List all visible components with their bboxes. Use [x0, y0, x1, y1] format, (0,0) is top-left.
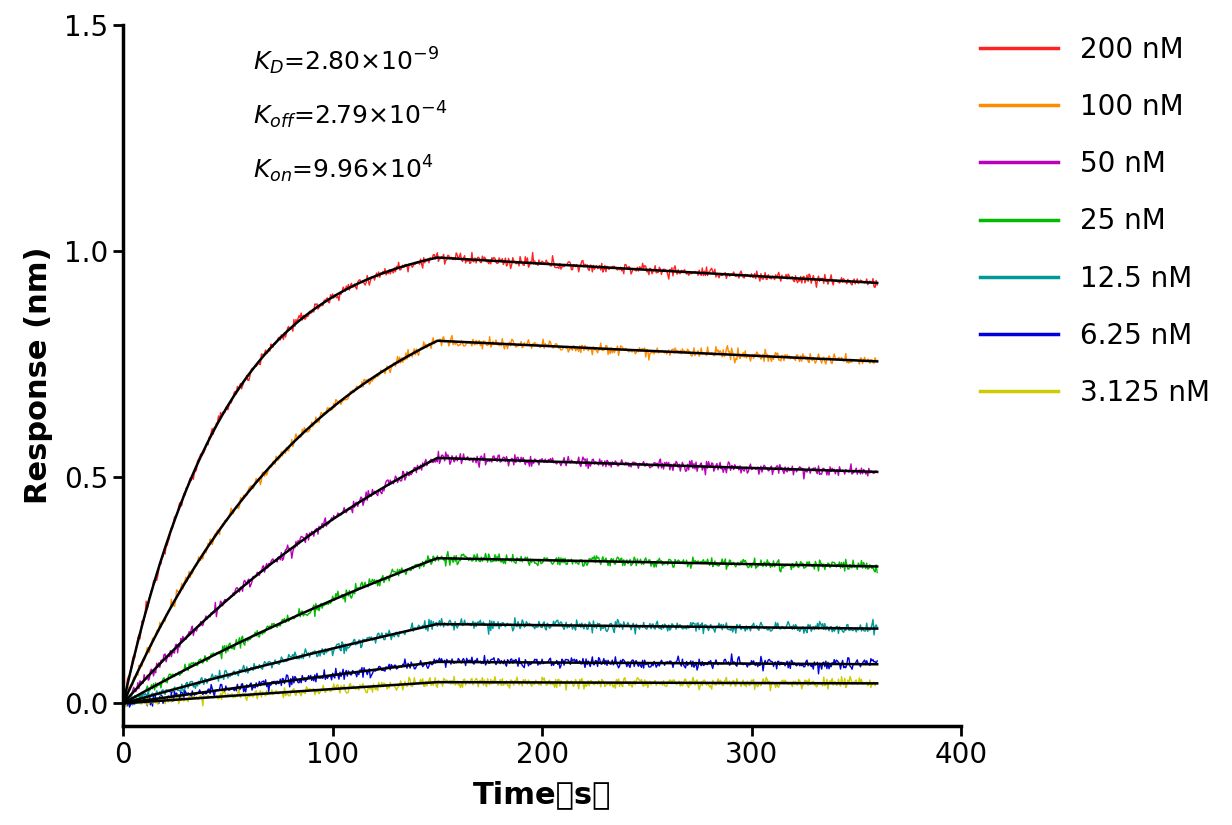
Legend: 200 nM, 100 nM, 50 nM, 25 nM, 12.5 nM, 6.25 nM, 3.125 nM: 200 nM, 100 nM, 50 nM, 25 nM, 12.5 nM, 6…	[970, 25, 1222, 418]
X-axis label: Time（s）: Time（s）	[473, 780, 611, 808]
Text: $K_D$=2.80×10$^{-9}$
$K_{off}$=2.79×10$^{-4}$
$K_{on}$=9.96×10$^{4}$: $K_D$=2.80×10$^{-9}$ $K_{off}$=2.79×10$^…	[253, 45, 447, 185]
Y-axis label: Response (nm): Response (nm)	[25, 247, 53, 504]
